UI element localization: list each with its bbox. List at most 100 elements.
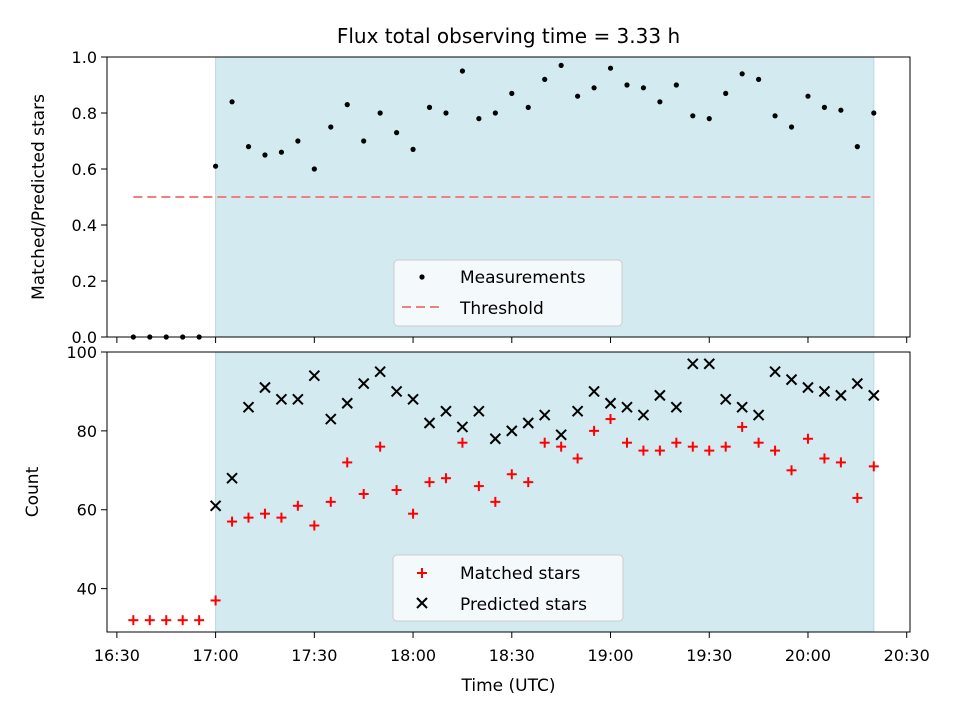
y-tick-label: 100	[66, 343, 97, 362]
matched-star-point	[194, 615, 205, 626]
matched-star-point	[473, 481, 484, 492]
legend-marker-matched	[417, 568, 427, 578]
y-tick-label: 60	[77, 501, 97, 520]
x-axis-ticks	[116, 337, 908, 343]
measurement-point	[821, 104, 828, 110]
matched-star-point	[852, 492, 863, 503]
measurement-point	[854, 144, 860, 150]
predicted-star-points	[209, 358, 880, 512]
measurement-point	[525, 104, 531, 110]
x-tick-label: 16:30	[94, 646, 140, 665]
matched-star-point	[276, 512, 287, 523]
predicted-star-point	[835, 389, 847, 402]
measurement-point	[690, 113, 696, 119]
matched-star-point	[835, 457, 846, 468]
x-tick-label: 18:30	[489, 646, 535, 665]
matched-star-point	[177, 615, 188, 626]
measurement-point	[443, 110, 449, 116]
matched-star-point	[638, 445, 649, 456]
measurement-point	[706, 116, 712, 122]
measurement-point	[295, 138, 301, 144]
predicted-star-point	[555, 429, 567, 441]
measurement-point	[788, 124, 795, 130]
predicted-star-point	[259, 381, 271, 394]
predicted-star-point	[390, 385, 403, 398]
matched-star-point	[572, 453, 583, 464]
predicted-star-point	[588, 385, 600, 398]
measurement-point	[278, 149, 285, 155]
predicted-star-point	[802, 381, 814, 394]
predicted-star-point	[473, 405, 485, 417]
measurement-point	[805, 93, 811, 99]
measurement-point	[213, 163, 219, 169]
measurement-point	[476, 116, 482, 122]
matched-star-point	[128, 615, 139, 626]
predicted-star-point	[736, 401, 748, 413]
measurement-point	[394, 130, 400, 136]
predicted-star-point	[522, 417, 534, 429]
matched-star-point	[556, 441, 567, 452]
matched-star-points	[128, 414, 879, 626]
measurement-point	[591, 85, 597, 91]
matched-star-point	[210, 595, 221, 606]
matched-star-point	[325, 496, 336, 507]
matched-star-point	[802, 433, 813, 444]
matched-star-point	[424, 477, 435, 488]
measurement-point	[262, 152, 268, 158]
predicted-star-point	[209, 500, 222, 512]
measurement-point	[607, 65, 614, 71]
measurement-point	[509, 90, 515, 96]
measurement-point	[772, 113, 778, 119]
matched-star-point	[490, 496, 501, 507]
predicted-star-point	[571, 405, 584, 417]
predicted-star-point	[785, 373, 798, 386]
measurement-point	[410, 146, 416, 152]
y-axis-ticks: 0.0 0.2 0.4 0.6 0.8 1.0	[72, 48, 107, 347]
matched-star-point	[786, 465, 797, 476]
x-tick-label: 20:00	[785, 646, 831, 665]
predicted-star-point	[818, 385, 831, 398]
predicted-star-point	[374, 366, 386, 378]
matched-star-point	[506, 469, 517, 480]
matched-star-point	[408, 508, 419, 519]
matched-star-point	[457, 437, 468, 448]
matched-star-point	[737, 421, 748, 432]
predicted-star-point	[506, 425, 518, 437]
matched-star-point	[375, 441, 386, 452]
x-tick-label: 18:00	[390, 646, 436, 665]
matched-star-point	[144, 615, 155, 626]
y-axis-label: Count	[23, 466, 43, 517]
matched-star-point	[687, 441, 698, 452]
measurement-point	[657, 99, 663, 105]
predicted-star-point	[456, 421, 469, 433]
predicted-star-point	[769, 366, 781, 378]
predicted-star-point	[654, 389, 666, 402]
measurement-point	[344, 102, 350, 108]
predicted-star-point	[752, 409, 765, 421]
matched-star-point	[227, 516, 238, 527]
panel-ratio: 0.0 0.2 0.4 0.6 0.8 1.0 Flux total observing …	[29, 24, 911, 347]
measurement-point	[377, 110, 383, 116]
y-tick-label: 0.8	[72, 104, 97, 123]
matched-star-point	[621, 437, 632, 448]
matched-star-point	[654, 445, 665, 456]
measurement-point	[361, 138, 367, 144]
matched-star-point	[292, 500, 303, 511]
x-tick-label: 17:00	[193, 646, 239, 665]
matched-star-point	[770, 445, 781, 456]
matched-star-point	[704, 445, 715, 456]
legend-cross-glyph	[416, 597, 428, 609]
matched-star-point	[259, 508, 270, 519]
measurement-point	[871, 110, 877, 116]
predicted-star-point	[621, 401, 633, 413]
measurement-point	[673, 82, 679, 88]
matched-star-point	[753, 437, 764, 448]
legend: Matched stars Predicted stars	[392, 554, 624, 622]
y-axis-ticks: 40 60 80 100	[66, 343, 107, 599]
legend-marker-predicted	[416, 597, 428, 609]
legend-label-measurements: Measurements	[460, 268, 586, 288]
x-axis-ticks: 16:30 17:00 17:30 18:00 18:30 19:00 19:30 20:00…	[94, 632, 930, 665]
x-tick-label: 19:00	[587, 646, 633, 665]
matched-star-point	[309, 520, 320, 531]
